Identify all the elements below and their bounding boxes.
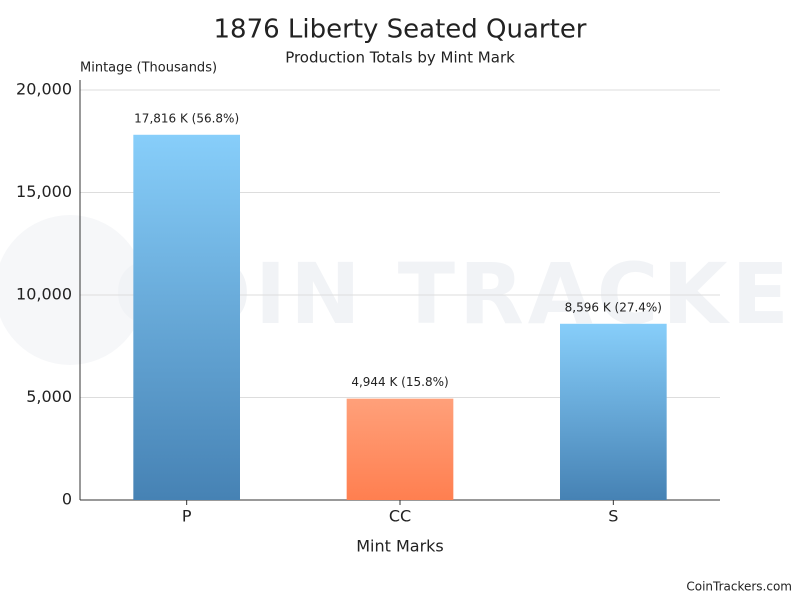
x-axis-label: Mint Marks	[356, 537, 444, 556]
y-tick-label: 15,000	[16, 182, 72, 201]
y-tick-label: 20,000	[16, 80, 72, 99]
watermark-logo	[0, 215, 145, 365]
chart-subtitle: Production Totals by Mint Mark	[285, 49, 515, 67]
chart-title: 1876 Liberty Seated Quarter	[213, 15, 586, 45]
data-label: 17,816 K (56.8%)	[134, 111, 239, 125]
plot-area: 0 5,000 10,000 15,000 20,000 P 17,816 K (56.8%…	[16, 80, 720, 526]
x-tick-label: CC	[389, 507, 411, 526]
y-axis-label: Mintage (Thousands)	[80, 61, 217, 76]
y-tick-label: 0	[62, 490, 72, 509]
bar	[346, 398, 454, 500]
bar	[560, 323, 667, 500]
x-tick-label: P	[182, 507, 192, 526]
y-tick-label: 10,000	[16, 285, 72, 304]
y-tick-label: 5,000	[26, 387, 72, 406]
x-tick-label: S	[608, 507, 618, 526]
data-label: 8,596 K (27.4%)	[565, 300, 662, 314]
bar	[133, 134, 240, 500]
credit: CoinTrackers.com	[686, 580, 792, 594]
data-label: 4,944 K (15.8%)	[351, 375, 448, 389]
